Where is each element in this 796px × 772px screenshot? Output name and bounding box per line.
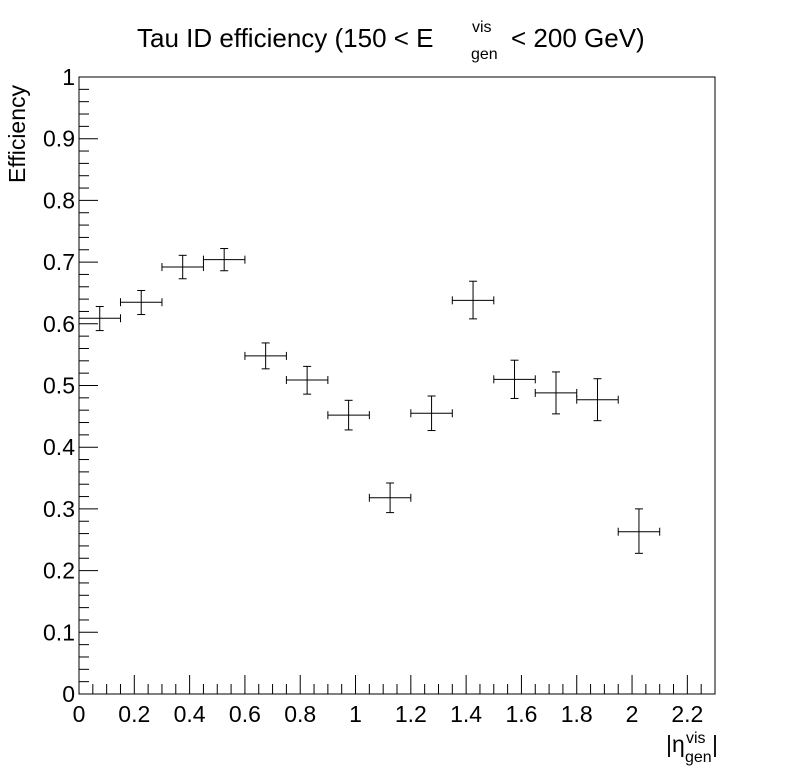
x-tick-label: 0.4 [174,701,206,727]
chart-title-sub: gen [471,46,498,63]
data-point [576,378,619,422]
data-points [78,248,661,554]
y-axis-ticks [79,76,98,695]
chart-title-suffix: < 200 GeV) [511,23,645,53]
data-point [368,482,412,514]
x-tick-label: 1.8 [561,701,593,727]
y-axis-title: Efficiency [4,84,30,183]
data-point [534,371,578,415]
y-tick-label: 0.2 [43,558,75,584]
y-axis-tick-labels: 0 0.1 0.2 0.3 0.4 0.5 0.6 0.7 0.8 0.9 1 [43,64,75,707]
x-axis-title-close: | [712,731,718,757]
x-tick-label: 0.8 [284,701,316,727]
data-point [493,359,536,399]
data-point [119,289,163,316]
x-tick-label: 1.4 [450,701,482,727]
data-point [161,254,204,280]
y-tick-label: 0.6 [43,311,75,337]
y-tick-label: 0.8 [43,187,75,213]
chart-title-prefix: Tau ID efficiency (150 < E [137,23,434,53]
chart-title-sup: vis [472,19,492,36]
y-tick-label: 0.4 [43,434,75,460]
data-point [617,508,661,554]
x-tick-label: 1.2 [395,701,427,727]
x-tick-label: 0.6 [229,701,261,727]
data-point [410,395,453,432]
x-tick-label: 1.6 [505,701,537,727]
data-point [327,399,370,431]
x-tick-label: 0 [73,701,86,727]
x-axis-title-sub: gen [685,749,712,766]
x-axis-title-main: |η [666,731,685,757]
data-point [451,280,495,320]
data-point [202,248,246,272]
y-tick-label: 0.3 [43,496,75,522]
y-tick-label: 0.7 [43,249,75,275]
x-tick-label: 1 [349,701,362,727]
data-point [285,365,329,395]
x-tick-label: 0.2 [118,701,150,727]
x-axis-tick-labels: 0 0.2 0.4 0.6 0.8 1 1.2 1.4 1.6 1.8 2 2.2 [73,701,704,727]
x-tick-label: 2 [626,701,639,727]
x-axis-title-sup: vis [686,730,706,747]
x-axis-ticks [78,675,716,694]
x-tick-label: 2.2 [671,701,703,727]
y-tick-label: 0 [62,681,75,707]
y-tick-label: 0.9 [43,126,75,152]
data-point [244,342,287,370]
y-tick-label: 0.5 [43,373,75,399]
data-point [78,306,121,332]
y-tick-label: 1 [62,64,75,90]
y-tick-label: 0.1 [43,619,75,645]
